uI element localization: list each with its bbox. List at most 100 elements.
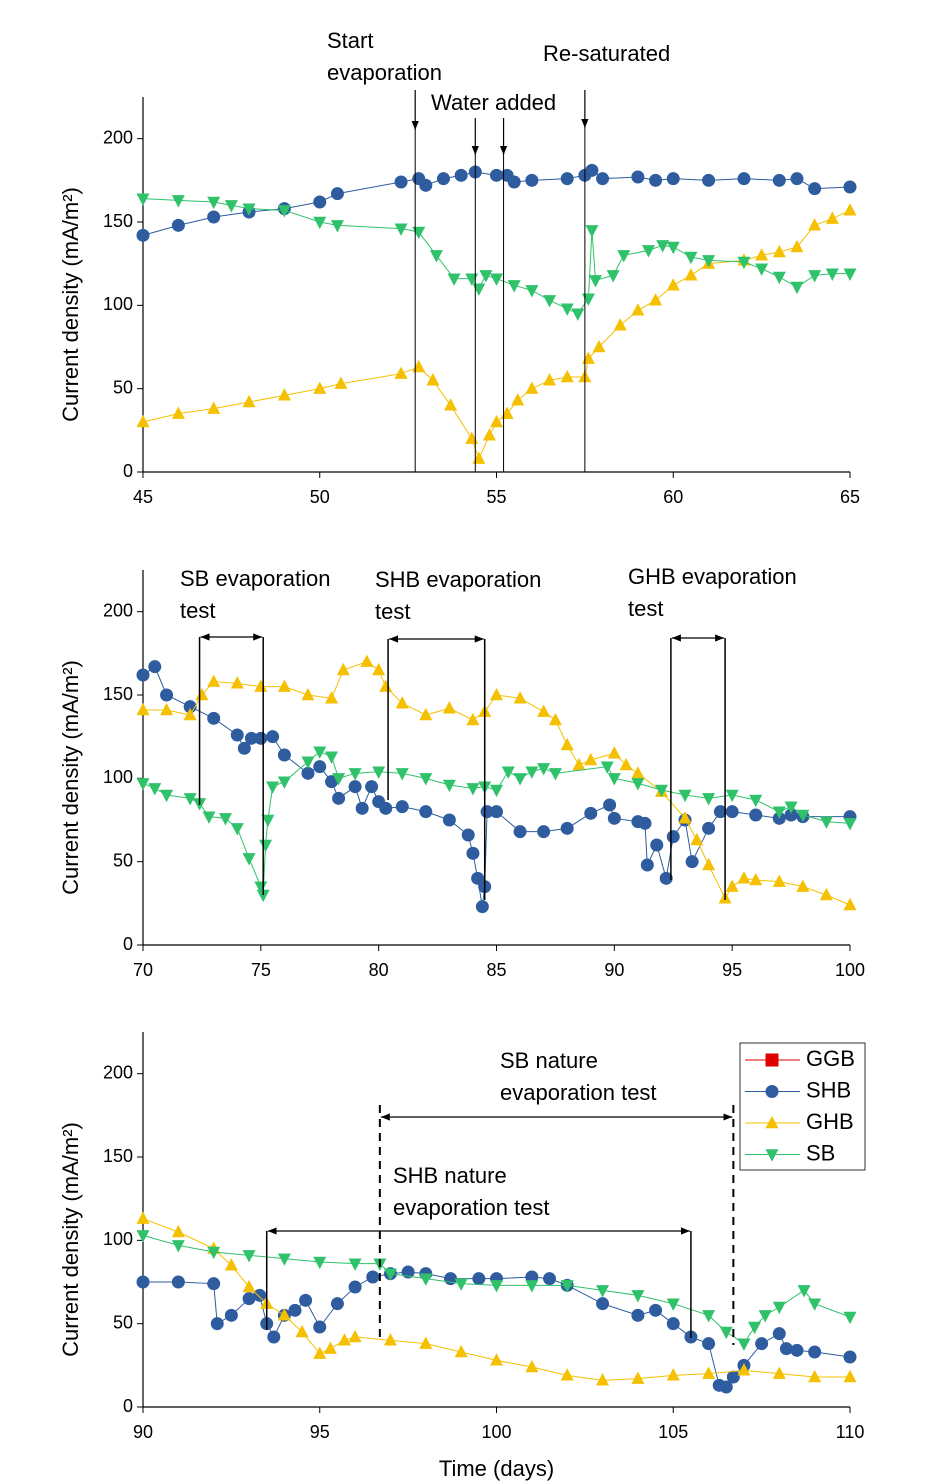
point [758,1310,772,1323]
point [659,871,673,885]
point [299,1293,313,1307]
point [790,281,804,295]
point [819,887,833,901]
point [737,871,751,884]
legend: GGB SHB GHB SB [739,1042,866,1171]
point [419,178,433,192]
point [365,780,379,794]
point [501,766,515,779]
point [513,773,527,786]
point [242,1250,256,1263]
point [719,1326,733,1340]
point [808,1298,822,1311]
point [267,1330,281,1344]
point [631,1290,645,1303]
legend-label: SHB [806,1077,851,1102]
point [465,431,479,444]
point [525,1280,539,1293]
point [613,318,627,331]
point [572,757,586,771]
point [148,660,162,674]
x-tick-label: 65 [840,487,860,507]
point [412,359,426,373]
point [548,768,562,781]
point [619,757,633,771]
point [560,369,574,383]
point [843,1350,857,1364]
point [490,805,503,819]
point [244,731,258,745]
point [447,273,461,286]
point [617,250,631,263]
point [631,766,645,779]
point [183,707,197,721]
point [394,175,408,189]
point [472,1272,486,1286]
y-tick-label: 200 [103,1062,133,1082]
point [702,793,716,806]
point [332,791,346,805]
point [472,451,486,464]
point [454,168,468,182]
point [666,1368,680,1381]
annotation: test [628,596,663,621]
annotation: SHB evaporation [375,567,541,592]
point [490,168,503,182]
point [426,373,440,386]
point [808,1369,822,1383]
point [242,1292,256,1306]
point [366,1270,380,1284]
point [525,173,539,187]
point [379,801,393,815]
point [490,1353,503,1366]
point [797,1285,811,1298]
point [288,1303,302,1317]
point [600,761,614,774]
annotation: Start [327,28,373,53]
point [419,707,433,721]
point [479,270,493,283]
point [136,414,150,428]
point [543,295,557,308]
x-tick-label: 95 [722,960,742,980]
point [796,879,810,892]
point [325,691,339,704]
point [207,1246,221,1260]
point [537,704,551,717]
point [843,1311,857,1325]
point [490,1280,503,1293]
x-tick-label: 90 [133,1422,153,1442]
point [592,339,606,353]
point [325,775,339,789]
x-tick-label: 50 [310,487,330,507]
point [454,1278,468,1291]
point [242,203,256,216]
point [313,381,327,394]
point [631,303,645,316]
point [843,818,857,831]
point [475,900,489,914]
y-tick-label: 0 [123,461,133,481]
point [336,662,350,676]
y-axis-label: Current density (mA/m²) [58,187,83,422]
point [348,1258,362,1271]
point [330,187,344,201]
point [640,858,654,872]
x-tick-label: 110 [836,1422,865,1442]
point [230,823,244,836]
point [237,741,251,755]
point [242,394,256,408]
point [256,889,270,903]
point [843,1369,857,1383]
point [737,1338,751,1351]
point [472,283,486,296]
point [843,180,857,194]
point [690,832,704,846]
point [466,846,480,860]
point [772,874,786,887]
point [650,838,664,852]
point [585,163,599,177]
point [513,691,527,704]
point [466,783,480,796]
